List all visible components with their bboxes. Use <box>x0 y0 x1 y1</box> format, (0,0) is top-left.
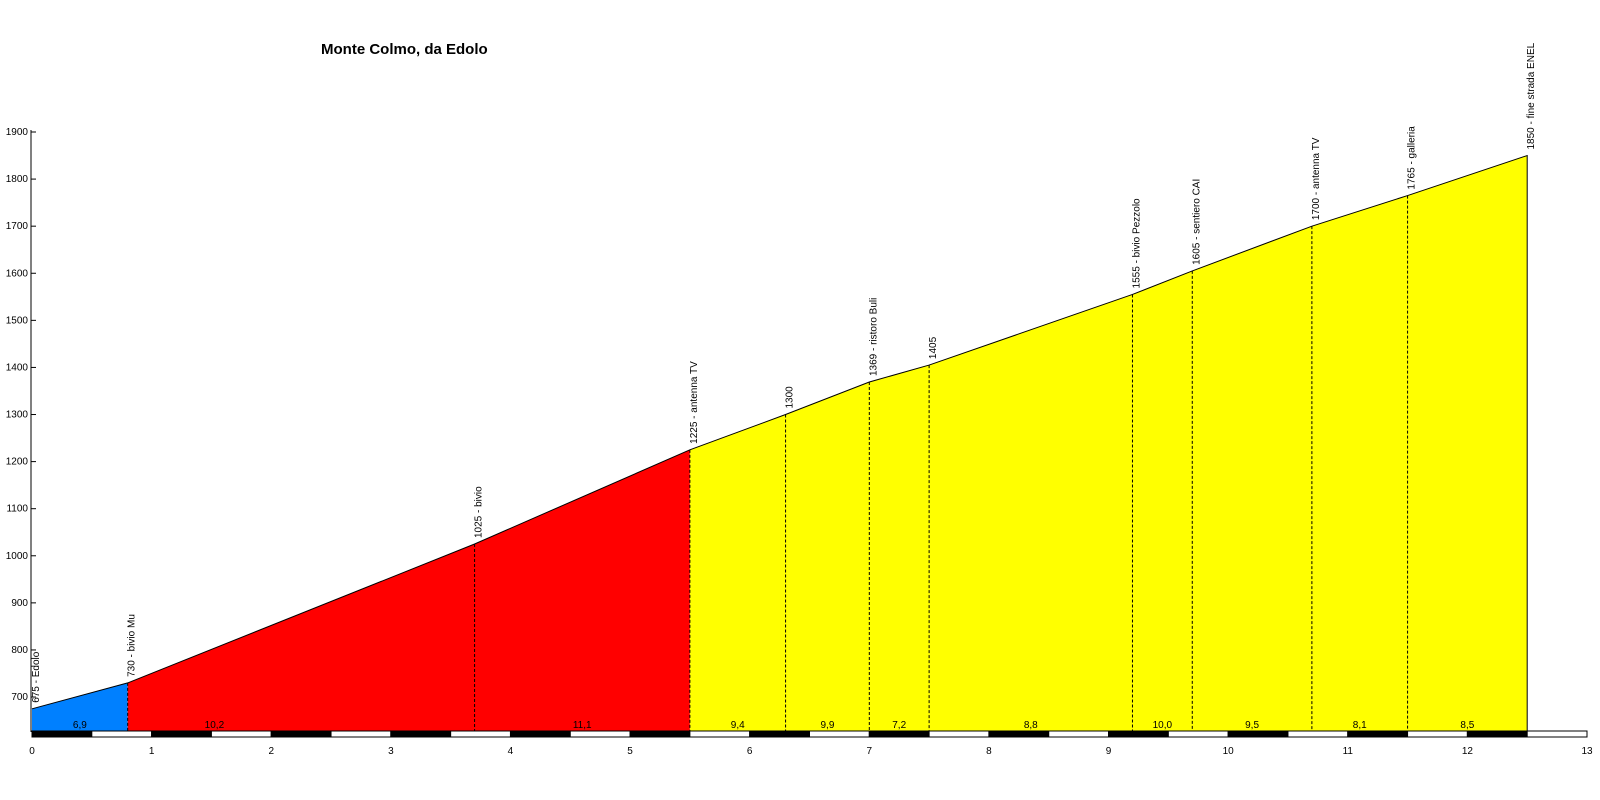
gradient-label: 10,0 <box>1153 720 1173 731</box>
y-tick-label: 1800 <box>6 174 29 185</box>
scale-bar-block <box>1167 730 1229 738</box>
x-tick-label: 10 <box>1223 746 1235 757</box>
gradient-label: 8,5 <box>1460 720 1474 731</box>
y-tick-label: 1600 <box>6 268 29 279</box>
point-labels: 675 - Edolo 730 - bivio Mu 1025 - bivio 122… <box>31 42 1537 702</box>
scale-bar-block <box>689 730 751 738</box>
gradient-label: 10,2 <box>205 720 225 731</box>
gradient-label: 11,1 <box>573 720 592 731</box>
point-label: 1605 - sentiero CAI <box>1191 179 1202 265</box>
y-axis-ticks: 700 800 900 1000 1100 1200 1300 1400 1500 1600 170… <box>6 127 36 703</box>
y-tick-label: 1500 <box>6 315 29 326</box>
scale-bar-block <box>509 730 571 738</box>
x-tick-label: 0 <box>29 746 35 757</box>
scale-bar-block <box>868 730 930 738</box>
scale-bar-block <box>1048 730 1110 738</box>
point-label: 1850 - fine strada ENEL <box>1526 42 1537 149</box>
scale-bar-block <box>1347 730 1409 738</box>
x-tick-label: 4 <box>508 746 514 757</box>
x-tick-label: 6 <box>747 746 753 757</box>
scale-bar-block <box>450 730 511 738</box>
point-label: 675 - Edolo <box>31 651 42 703</box>
scale-bar-block <box>1287 730 1349 738</box>
scale-bar-block <box>1108 730 1169 738</box>
point-label: 1300 <box>785 386 796 409</box>
x-tick-label: 13 <box>1581 746 1593 757</box>
gradient-label: 9,5 <box>1245 720 1259 731</box>
x-tick-label: 7 <box>867 746 873 757</box>
profile-zone-0 <box>32 682 128 732</box>
y-tick-label: 1300 <box>6 410 29 421</box>
scale-bar-block <box>31 730 93 738</box>
y-tick-label: 1400 <box>6 362 29 373</box>
point-label: 1405 <box>928 336 939 359</box>
profile-outline <box>31 154 1528 732</box>
y-tick-label: 900 <box>11 598 28 609</box>
gradient-label: 8,8 <box>1024 720 1038 731</box>
y-tick-label: 1700 <box>6 221 29 232</box>
scale-bar-block <box>1466 730 1528 738</box>
scale-bar-block <box>629 730 691 738</box>
scale-bar-block <box>749 730 811 738</box>
y-tick-label: 1900 <box>6 127 29 138</box>
point-label: 1555 - bivio Pezzolo <box>1131 198 1142 288</box>
scale-bar-block <box>809 730 870 738</box>
scale-bar-block <box>569 730 631 738</box>
point-label: 1225 - antenna TV <box>689 361 700 444</box>
x-tick-label: 2 <box>268 746 274 757</box>
gradient-label: 9,4 <box>731 720 745 731</box>
scale-bar-block <box>928 730 990 738</box>
y-tick-label: 1000 <box>6 551 29 562</box>
y-tick-label: 700 <box>11 692 28 703</box>
point-label: 1700 - antenna TV <box>1311 137 1322 220</box>
scale-bar-block <box>91 730 153 738</box>
profile-zone-2 <box>689 155 1528 732</box>
gradient-label: 7,2 <box>892 720 906 731</box>
scale-bar-block <box>390 730 452 738</box>
profile-zone-1 <box>127 449 690 732</box>
gradient-label: 8,1 <box>1353 720 1367 731</box>
segment-dividers <box>127 195 1409 732</box>
gradient-label: 9,9 <box>820 720 834 731</box>
x-tick-label: 8 <box>986 746 992 757</box>
point-label: 1369 - ristoro Buli <box>868 298 879 376</box>
distance-scale-bar <box>31 730 1588 738</box>
scale-bar-block <box>988 730 1050 738</box>
scale-bar-block <box>1227 730 1289 738</box>
x-tick-label: 9 <box>1106 746 1112 757</box>
scale-bar-block <box>270 730 332 738</box>
x-tick-label: 11 <box>1343 746 1354 757</box>
y-tick-label: 800 <box>11 645 28 656</box>
point-label: 1025 - bivio <box>474 486 485 538</box>
gradient-labels: 6,9 10,2 11,1 9,4 9,9 7,2 8,8 10,0 9,5 8,1 8,5 <box>73 720 1475 731</box>
gradient-label: 6,9 <box>73 720 87 731</box>
x-axis-ticks: 0 1 2 3 4 5 6 7 8 9 10 11 12 13 <box>29 746 1593 757</box>
y-tick-label: 1100 <box>6 504 28 515</box>
scale-bar-block <box>1526 730 1588 738</box>
scale-bar-block <box>151 730 212 738</box>
point-label: 730 - bivio Mu <box>127 614 138 677</box>
x-tick-label: 5 <box>627 746 633 757</box>
x-tick-label: 12 <box>1462 746 1474 757</box>
x-tick-label: 1 <box>149 746 155 757</box>
chart-title: Monte Colmo, da Edolo <box>321 41 488 58</box>
x-tick-label: 3 <box>388 746 394 757</box>
scale-bar-block <box>210 730 272 738</box>
scale-bar-block <box>1407 730 1468 738</box>
scale-bar-block <box>330 730 392 738</box>
y-tick-label: 1200 <box>6 457 29 468</box>
point-label: 1765 - galleria <box>1407 126 1418 190</box>
profile-zones <box>32 155 1528 732</box>
